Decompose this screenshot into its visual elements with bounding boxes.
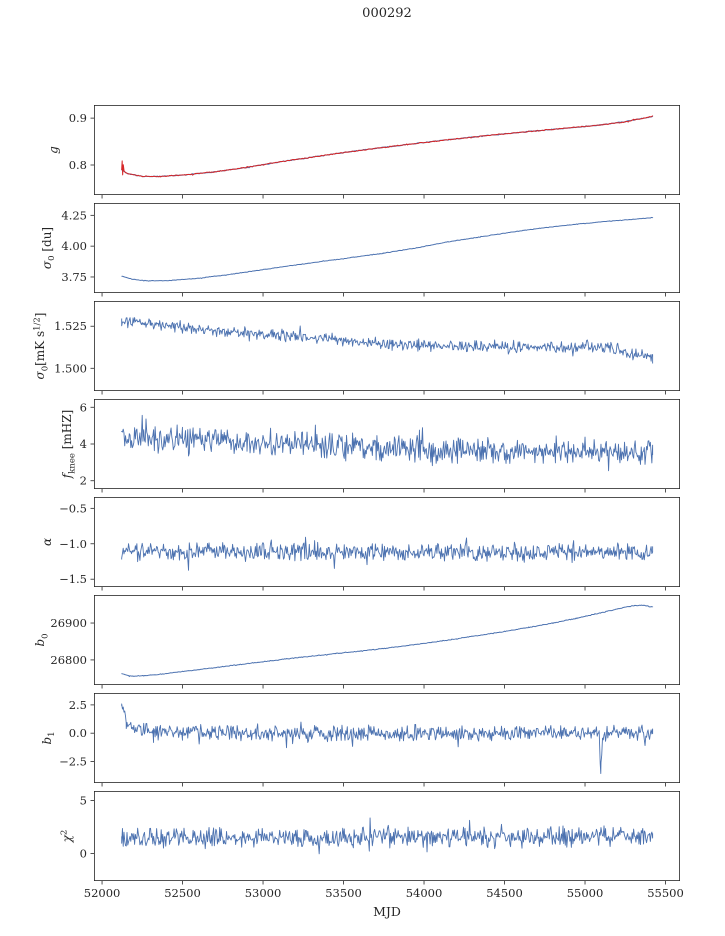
y-axis-label: χ2: [60, 830, 75, 844]
series-sigma0-mks: [121, 317, 654, 364]
subplot-b1: −2.5 0.0 2.5 b1: [40, 693, 681, 787]
x-tick-label: 54000: [406, 886, 443, 900]
y-tick-label: 4: [80, 437, 87, 451]
x-tick-label: 53500: [325, 886, 362, 900]
series-fknee: [121, 414, 654, 472]
y-tick-label: −1.0: [59, 537, 87, 551]
axes-frame: [94, 301, 681, 391]
x-tick-label: 53000: [245, 886, 282, 900]
axes-frame: [94, 497, 681, 587]
y-tick-label: 2.5: [69, 698, 87, 712]
y-tick-label: 4.25: [61, 208, 87, 222]
y-axis-label: g: [47, 146, 61, 154]
y-axis-label: σ0 [du]: [40, 227, 57, 269]
y-axis-label: b0: [33, 633, 50, 646]
series-b1: [121, 703, 654, 774]
series-alpha: [121, 536, 654, 571]
y-tick-label: 4.00: [61, 239, 87, 253]
series-gain-model: [121, 115, 654, 178]
axes-frame: [94, 399, 681, 489]
y-tick-label: 1.525: [54, 319, 87, 333]
y-axis-label: b1: [40, 731, 57, 744]
y-tick-label: 3.75: [61, 270, 87, 284]
x-axis-label: MJD: [373, 904, 401, 919]
y-tick-label: 26800: [50, 653, 87, 667]
subplot-g: 0.8 0.9 g: [47, 105, 681, 199]
subplot-alpha: −1.5 −1.0 −0.5 α: [40, 497, 681, 591]
x-tick-label: 55500: [647, 886, 684, 900]
series-b0: [121, 604, 654, 678]
series-gain-data: [121, 115, 654, 178]
y-tick-label: −1.5: [59, 572, 87, 586]
y-tick-label: −0.5: [59, 501, 87, 515]
figure-title: 000292: [362, 6, 412, 21]
y-tick-label: 0.8: [69, 158, 87, 172]
y-tick-label: 6: [80, 400, 87, 414]
y-axis-label: fknee [mHZ]: [60, 410, 77, 480]
subplot-sigma0-mks: 1.500 1.525 σ0[mK s1/2]: [32, 301, 681, 395]
y-tick-label: 0.0: [69, 726, 87, 740]
subplot-chi2: 0 5 52000 52500 53000 53500 54000 54500 55000 555…: [60, 791, 684, 900]
subplot-sigma0-du: 3.75 4.00 4.25 σ0 [du]: [40, 203, 681, 297]
y-tick-label: 1.500: [54, 361, 87, 375]
axes-frame: [94, 595, 681, 685]
axes-frame: [94, 203, 681, 293]
axes-frame: [94, 105, 681, 195]
y-tick-label: −2.5: [59, 754, 87, 768]
y-axis-label: α: [40, 538, 54, 546]
y-tick-label: 2: [80, 474, 87, 488]
axes-frame: [94, 693, 681, 783]
series-chi2: [121, 817, 654, 855]
y-tick-label: 0: [80, 846, 87, 860]
axes-frame: [94, 791, 681, 881]
y-axis-label: σ0[mK s1/2]: [32, 313, 50, 380]
series-sigma0-du: [121, 216, 654, 282]
x-tick-label: 52500: [164, 886, 201, 900]
x-tick-label: 52000: [84, 886, 121, 900]
y-tick-label: 5: [80, 794, 87, 808]
x-tick-label: 54500: [486, 886, 523, 900]
y-tick-label: 0.9: [69, 111, 87, 125]
x-tick-label: 55000: [567, 886, 604, 900]
y-tick-label: 26900: [50, 616, 87, 630]
